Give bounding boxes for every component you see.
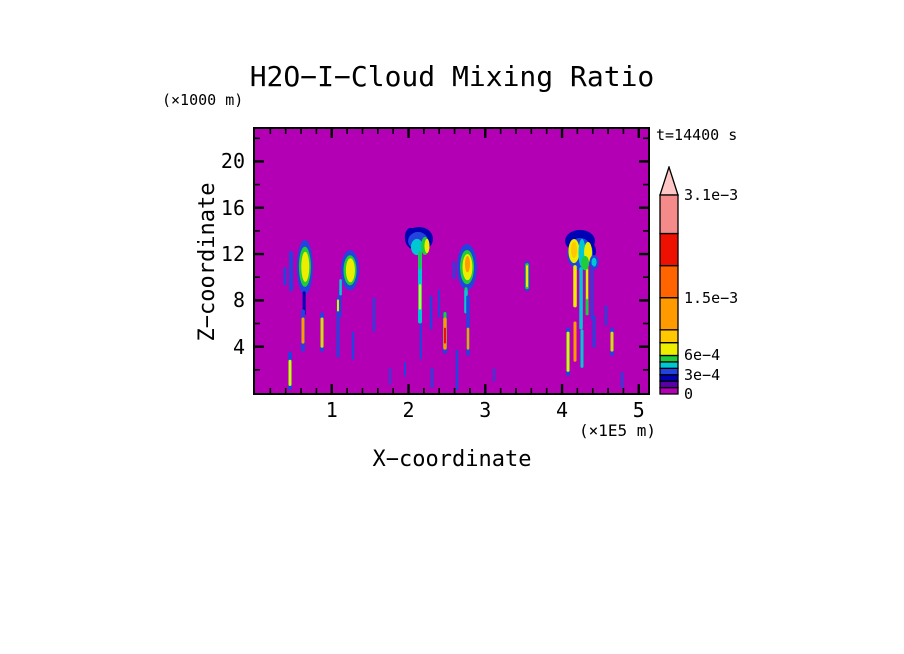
cloud-feature [573,265,577,308]
cloud-feature [283,267,287,286]
cloud-feature [351,331,355,360]
colorbar-segment [659,297,679,331]
cloud-feature [418,251,422,270]
cloud-feature [410,238,423,256]
colorbar-label: 6e−4 [684,346,721,365]
cloud-feature [389,367,392,385]
y-tick-label: 20 [220,149,245,174]
cloud-feature [345,258,355,283]
cloud-feature [302,291,306,316]
z-axis-title: Z−coordinate [195,182,220,342]
cloud-feature [289,251,294,292]
colorbar-segment [659,264,679,299]
cloud-feature [424,238,430,254]
cloud-feature [590,265,594,320]
colorbar-label: 3.1e−3 [684,186,739,204]
colorbar-segment [659,341,679,357]
colorbar-segment [659,354,679,363]
cloud-feature [419,323,422,360]
y-tick-label: 8 [232,288,245,313]
cloud-feature [301,317,305,344]
colorbar-segment [659,380,679,389]
cloud-feature [580,329,584,368]
cloud-feature [591,257,597,267]
x-axis-title: X−coordinate [372,447,532,472]
colorbar-segment [659,329,679,344]
cloud-feature [610,331,614,352]
cloud-feature [403,361,406,377]
x-tick-label: 2 [402,398,415,422]
cloud-feature [573,321,577,362]
cloud-feature [493,367,496,382]
colorbar-segment [659,361,679,369]
cloud-feature [571,241,577,259]
contour-plot-canvas [255,129,648,393]
cloud-feature [466,327,470,350]
colorbar-segment [659,367,679,376]
cloud-feature [336,299,339,312]
cloud-feature [455,349,459,390]
x-axis-unit-label: (×1E5 m) [578,421,656,440]
colorbar-segment [659,194,679,235]
colorbar-label: 1.5e−3 [684,288,739,307]
y-tick-label: 16 [220,195,245,220]
cloud-feature [418,284,422,310]
cloud-feature [566,331,570,372]
z-axis-unit-label: (×1000 m) [162,91,244,109]
time-annotation: t=14400 s [656,126,738,144]
cloud-feature [437,289,440,318]
cloud-feature [443,327,446,344]
cloud-feature [526,265,529,288]
cloud-feature [320,317,324,348]
cloud-feature [430,367,434,389]
cloud-feature [464,256,470,273]
cloud-feature [620,371,624,389]
cloud-feature [336,297,340,358]
cloud-feature [301,251,310,282]
cloud-feature [604,305,608,326]
colorbar-segment [659,374,679,382]
cloud-feature [586,269,589,300]
x-tick-label: 3 [479,398,492,422]
cloud-feature [372,297,376,332]
y-tick-label: 4 [232,334,245,359]
x-tick-label: 1 [325,398,338,422]
colorbar-segment [659,386,679,395]
cloud-feature [581,256,590,271]
cloud-feature [429,295,433,330]
cloud-feature [592,315,596,348]
colorbar-segment [659,232,679,267]
colorbar-overflow-arrow [659,166,679,196]
cloud-feature [452,261,456,280]
cloud-feature [288,359,292,386]
chart-title: H2O−I−Cloud Mixing Ratio [249,60,655,93]
cloud-feature [339,279,342,296]
y-tick-label: 12 [220,242,245,267]
x-tick-label: 5 [632,398,645,422]
x-tick-label: 4 [556,398,569,422]
colorbar-label: 3e−4 [684,365,721,384]
colorbar-label: 0 [684,385,694,403]
plot-area [253,127,650,395]
cloud-feature [579,267,583,330]
colorbar [659,166,679,395]
